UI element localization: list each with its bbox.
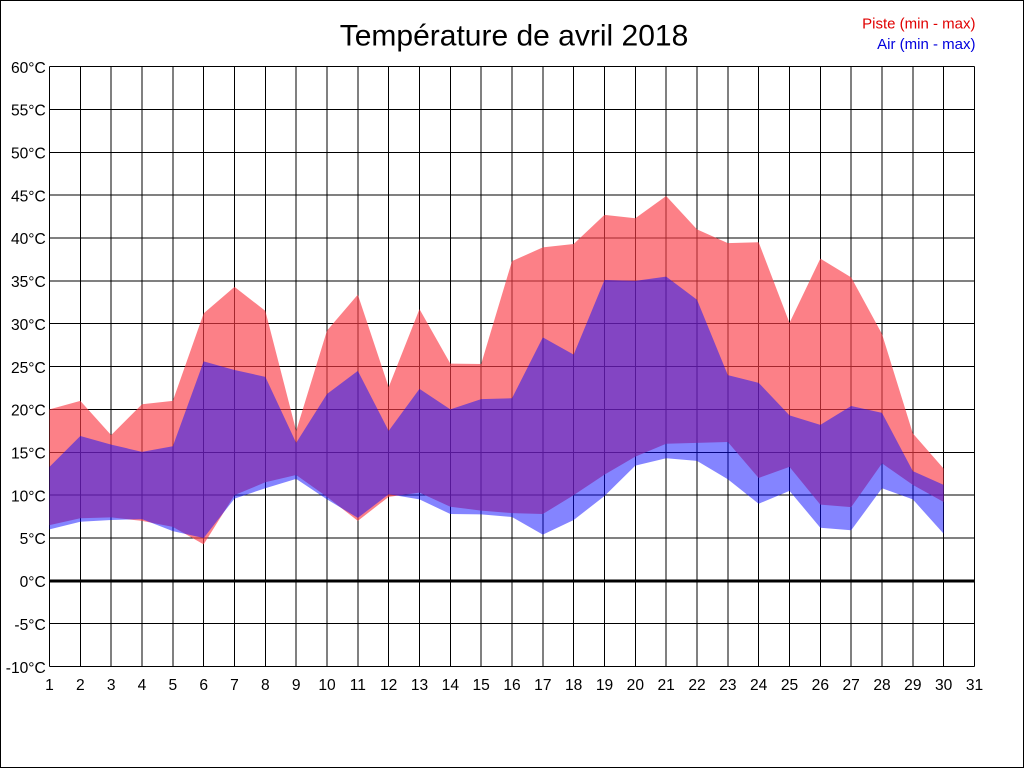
svg-text:23: 23 [719,677,736,694]
svg-text:19: 19 [596,677,613,694]
svg-text:8: 8 [261,677,270,694]
svg-text:7: 7 [230,677,239,694]
svg-text:2: 2 [76,677,85,694]
svg-text:26: 26 [812,677,829,694]
svg-text:45°C: 45°C [11,188,46,205]
svg-text:20°C: 20°C [11,403,46,420]
svg-text:6: 6 [199,677,208,694]
svg-text:Piste (min - max): Piste (min - max) [862,16,975,33]
svg-text:30: 30 [935,677,953,694]
svg-text:-5°C: -5°C [14,617,45,634]
svg-text:4: 4 [138,677,147,694]
svg-text:25: 25 [781,677,799,694]
svg-text:3: 3 [107,677,116,694]
svg-text:28: 28 [873,677,890,694]
svg-text:17: 17 [534,677,551,694]
svg-text:1: 1 [45,677,54,694]
svg-text:13: 13 [411,677,428,694]
svg-text:30°C: 30°C [11,317,46,334]
svg-text:35°C: 35°C [11,274,46,291]
svg-text:-10°C: -10°C [6,660,46,677]
svg-text:Air (min - max): Air (min - max) [877,36,975,53]
svg-text:10: 10 [318,677,336,694]
svg-text:14: 14 [442,677,460,694]
svg-text:24: 24 [750,677,768,694]
svg-text:0°C: 0°C [20,574,46,591]
svg-text:27: 27 [842,677,859,694]
svg-text:22: 22 [688,677,705,694]
svg-text:21: 21 [657,677,674,694]
svg-text:15: 15 [472,677,490,694]
svg-text:31: 31 [966,677,983,694]
svg-text:Température de avril 2018: Température de avril 2018 [340,20,689,53]
svg-text:16: 16 [503,677,520,694]
svg-text:18: 18 [565,677,582,694]
svg-text:25°C: 25°C [11,360,46,377]
svg-text:29: 29 [904,677,921,694]
svg-text:5: 5 [168,677,177,694]
svg-text:55°C: 55°C [11,103,46,120]
svg-text:40°C: 40°C [11,231,46,248]
svg-text:50°C: 50°C [11,145,46,162]
svg-text:5°C: 5°C [20,531,46,548]
svg-text:10°C: 10°C [11,488,46,505]
svg-text:20: 20 [627,677,645,694]
svg-text:15°C: 15°C [11,445,46,462]
svg-text:12: 12 [380,677,397,694]
svg-text:11: 11 [350,677,366,694]
svg-text:60°C: 60°C [11,60,46,77]
svg-text:9: 9 [292,677,301,694]
